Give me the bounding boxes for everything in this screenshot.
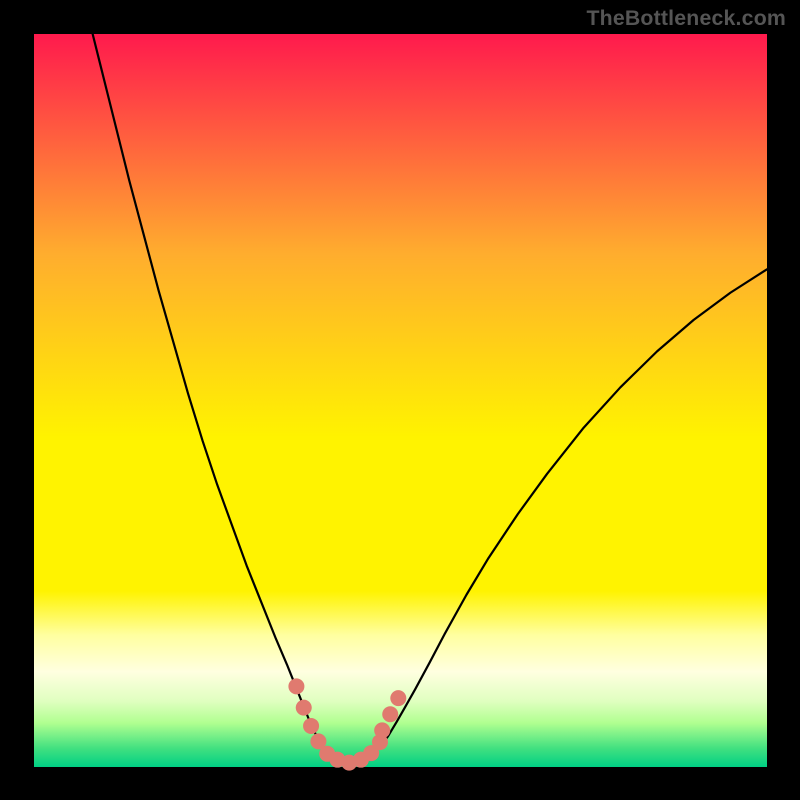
chart-stage: [0, 0, 800, 800]
curve-marker: [382, 706, 398, 722]
plot-gradient-background: [34, 34, 767, 767]
watermark-text: TheBottleneck.com: [586, 6, 786, 31]
curve-marker: [374, 722, 390, 738]
curve-marker: [296, 700, 312, 716]
curve-marker: [288, 678, 304, 694]
curve-marker: [390, 690, 406, 706]
curve-marker: [303, 718, 319, 734]
